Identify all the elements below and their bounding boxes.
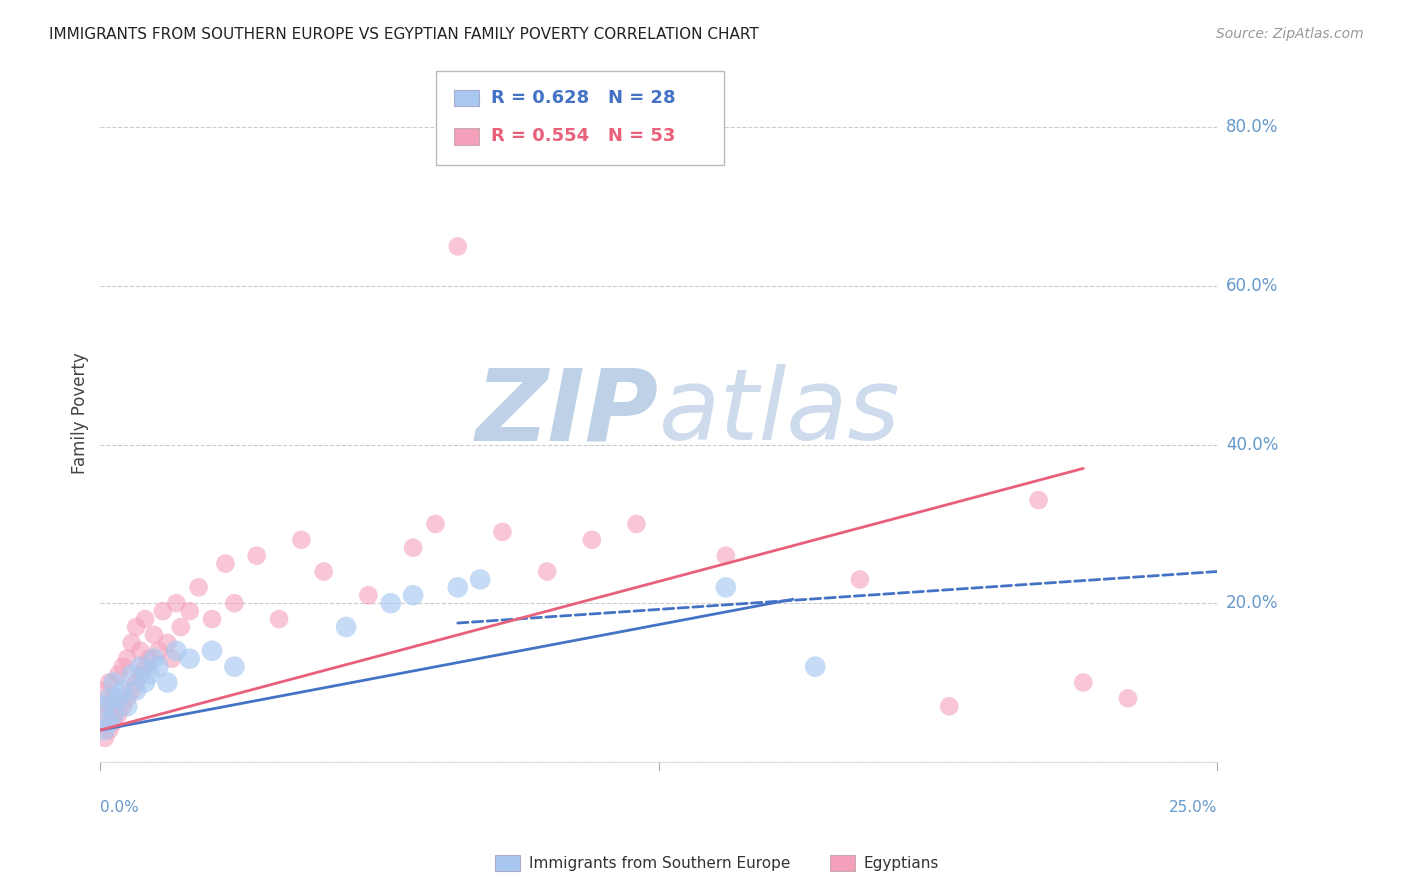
Point — [115, 699, 138, 714]
Point — [201, 644, 224, 658]
Point — [125, 675, 148, 690]
Point — [103, 707, 125, 722]
Point — [143, 651, 166, 665]
Point — [134, 659, 156, 673]
Text: R = 0.628   N = 28: R = 0.628 N = 28 — [491, 89, 675, 107]
Point — [187, 580, 209, 594]
Point — [179, 604, 201, 618]
Point — [804, 659, 827, 673]
Point — [468, 573, 491, 587]
Text: R = 0.554   N = 53: R = 0.554 N = 53 — [491, 128, 675, 145]
Point — [380, 596, 402, 610]
Point — [1028, 493, 1050, 508]
Text: 0.0%: 0.0% — [100, 800, 139, 815]
Point — [94, 683, 117, 698]
Point — [491, 524, 513, 539]
Point — [103, 715, 125, 730]
Text: Egyptians: Egyptians — [863, 856, 939, 871]
Point — [94, 699, 117, 714]
Point — [152, 604, 174, 618]
Point — [714, 549, 737, 563]
Point — [156, 675, 179, 690]
Point — [138, 651, 160, 665]
Point — [224, 659, 246, 673]
Point — [1116, 691, 1139, 706]
Point — [626, 516, 648, 531]
Text: Source: ZipAtlas.com: Source: ZipAtlas.com — [1216, 27, 1364, 41]
Text: atlas: atlas — [659, 365, 900, 461]
Point — [129, 667, 152, 681]
Point — [111, 659, 134, 673]
Point — [581, 533, 603, 547]
Point — [201, 612, 224, 626]
Point — [129, 644, 152, 658]
Point — [121, 636, 143, 650]
Point — [447, 580, 470, 594]
Point — [121, 683, 143, 698]
Point — [111, 683, 134, 698]
Point — [115, 691, 138, 706]
Point — [107, 707, 129, 722]
Point — [246, 549, 269, 563]
Point — [94, 731, 117, 745]
Point — [129, 659, 152, 673]
Point — [1071, 675, 1094, 690]
Point — [425, 516, 447, 531]
Point — [148, 644, 170, 658]
Text: 80.0%: 80.0% — [1226, 119, 1278, 136]
Point — [224, 596, 246, 610]
Point — [335, 620, 357, 634]
Point — [107, 667, 129, 681]
Point — [148, 659, 170, 673]
Point — [170, 620, 193, 634]
Point — [849, 573, 872, 587]
Point — [107, 691, 129, 706]
Point — [125, 620, 148, 634]
Point — [447, 239, 470, 253]
Text: ZIP: ZIP — [475, 365, 659, 461]
Text: 40.0%: 40.0% — [1226, 435, 1278, 454]
Point — [714, 580, 737, 594]
Point — [115, 651, 138, 665]
Point — [143, 628, 166, 642]
Point — [214, 557, 236, 571]
Point — [138, 667, 160, 681]
Point — [103, 691, 125, 706]
Point — [111, 699, 134, 714]
Text: 60.0%: 60.0% — [1226, 277, 1278, 295]
Point — [134, 612, 156, 626]
Point — [938, 699, 960, 714]
Point — [98, 715, 121, 730]
Point — [267, 612, 290, 626]
Point — [179, 651, 201, 665]
Point — [121, 667, 143, 681]
Point — [94, 707, 117, 722]
Point — [536, 565, 558, 579]
Point — [103, 675, 125, 690]
Point — [402, 588, 425, 602]
Point — [134, 675, 156, 690]
Point — [98, 699, 121, 714]
Point — [402, 541, 425, 555]
Point — [98, 723, 121, 737]
Text: 20.0%: 20.0% — [1226, 594, 1278, 612]
Point — [98, 675, 121, 690]
Point — [165, 596, 187, 610]
Point — [290, 533, 312, 547]
Text: IMMIGRANTS FROM SOUTHERN EUROPE VS EGYPTIAN FAMILY POVERTY CORRELATION CHART: IMMIGRANTS FROM SOUTHERN EUROPE VS EGYPT… — [49, 27, 759, 42]
Point — [125, 683, 148, 698]
Y-axis label: Family Poverty: Family Poverty — [72, 352, 89, 474]
Point — [357, 588, 380, 602]
Point — [156, 636, 179, 650]
Point — [312, 565, 335, 579]
Text: Immigrants from Southern Europe: Immigrants from Southern Europe — [529, 856, 790, 871]
Point — [98, 691, 121, 706]
Point — [160, 651, 183, 665]
Point — [94, 723, 117, 737]
Text: 25.0%: 25.0% — [1168, 800, 1218, 815]
Point — [165, 644, 187, 658]
